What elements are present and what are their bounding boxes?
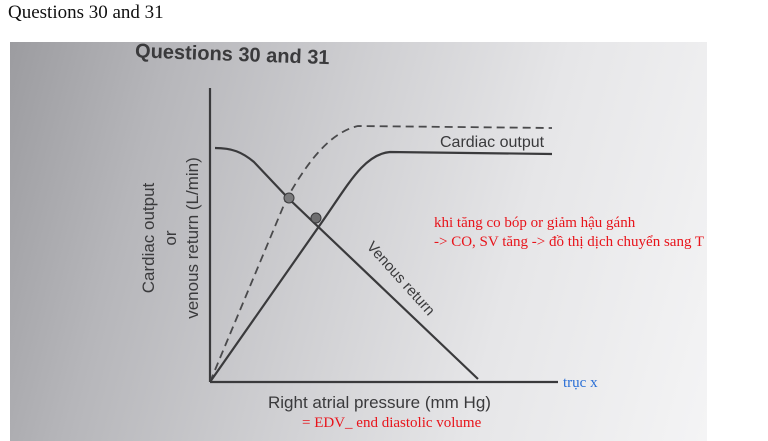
annotation-axis-note: trục x bbox=[563, 375, 598, 391]
printed-title: Questions 30 and 31 bbox=[135, 42, 330, 69]
equilibrium-point bbox=[310, 212, 322, 224]
venous-return-curve bbox=[214, 146, 479, 380]
y-axis-label-line3: venous return (L/min) bbox=[183, 157, 202, 319]
shifted-cardiac-output-curve bbox=[209, 125, 553, 383]
annotation-edv-note: = EDV_ end diastolic volume bbox=[302, 415, 482, 431]
y-axis-label-line1: Cardiac output bbox=[139, 182, 158, 293]
textbook-photo: Questions 30 and 31 Cardiac output or ve… bbox=[10, 42, 707, 441]
cardiac-output-curve bbox=[209, 150, 553, 383]
page-heading: Questions 30 and 31 bbox=[8, 2, 164, 23]
cardiac-output-label: Cardiac output bbox=[440, 134, 545, 151]
x-axis-label: Right atrial pressure (mm Hg) bbox=[268, 393, 491, 412]
cardiac-venous-diagram: Questions 30 and 31 Cardiac output or ve… bbox=[135, 42, 558, 412]
annotation-red-line2: -> CO, SV tăng -> đồ thị dịch chuyển san… bbox=[434, 234, 705, 250]
equilibrium-point-shifted bbox=[283, 192, 295, 204]
y-axis-label-line2: or bbox=[161, 230, 180, 245]
annotation-red-line1: khi tăng co bóp or giảm hậu gánh bbox=[434, 215, 636, 231]
